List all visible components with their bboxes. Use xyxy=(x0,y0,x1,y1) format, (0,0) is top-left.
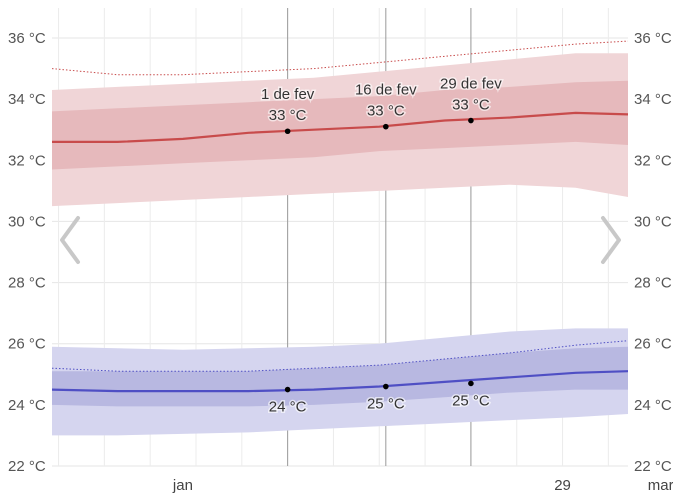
axis-ticks: 22 °C 22 °C 24 °C 24 °C 26 °C 26 °C 28 °C 28 °C… xyxy=(8,30,673,494)
high-avg-line xyxy=(52,111,629,143)
y-tick-right: 36 °C xyxy=(634,30,672,47)
annotation-date: 29 de fev xyxy=(440,76,502,93)
low-record-line xyxy=(51,340,629,372)
chevron-left-icon xyxy=(60,216,80,264)
y-tick-left: 30 °C xyxy=(8,213,46,230)
annotations: 1 de fev 33 °C 16 de fev 33 °C 29 de fev 33 °… xyxy=(259,74,503,417)
series-lines xyxy=(51,40,629,393)
annotation-value: 33 °C xyxy=(269,107,307,124)
annotation-point xyxy=(383,383,389,390)
y-tick-right: 34 °C xyxy=(634,91,672,108)
annotation-date: 16 de fev xyxy=(355,82,417,99)
annotation-point xyxy=(468,117,474,124)
low-avg-line xyxy=(51,370,629,393)
y-tick-right: 28 °C xyxy=(634,275,672,292)
annotation-value: 24 °C xyxy=(269,399,307,416)
annotation-value: 33 °C xyxy=(452,97,490,114)
y-tick-right: 22 °C xyxy=(634,458,672,475)
annotation-date: 1 de fev xyxy=(261,86,315,103)
high-band-p25-p75 xyxy=(52,80,628,170)
prev-button[interactable] xyxy=(52,210,88,270)
y-tick-right: 26 °C xyxy=(634,336,672,353)
y-tick-left: 26 °C xyxy=(8,336,46,353)
y-tick-left: 24 °C xyxy=(8,397,46,414)
x-tick-label: jan xyxy=(172,477,193,494)
x-tick-label: mar xyxy=(648,477,673,494)
annotation-point xyxy=(284,386,291,393)
annotation-value: 25 °C xyxy=(452,392,490,409)
next-button[interactable] xyxy=(592,210,628,270)
y-tick-right: 32 °C xyxy=(634,152,672,169)
y-tick-right: 30 °C xyxy=(634,213,672,230)
y-tick-left: 36 °C xyxy=(8,30,46,47)
annotation-value: 33 °C xyxy=(367,103,405,120)
annotation-point xyxy=(468,380,474,387)
annotation-point xyxy=(383,123,389,130)
chevron-right-icon xyxy=(601,216,621,264)
y-tick-left: 34 °C xyxy=(8,91,46,108)
y-tick-left: 28 °C xyxy=(8,275,46,292)
y-tick-left: 22 °C xyxy=(8,458,46,475)
x-tick-label: 29 xyxy=(554,477,571,494)
annotation-point xyxy=(284,128,291,135)
high-record-line xyxy=(51,40,629,76)
y-tick-left: 32 °C xyxy=(8,152,46,169)
y-tick-right: 24 °C xyxy=(634,397,672,414)
bands xyxy=(52,53,628,436)
annotation-value: 25 °C xyxy=(367,396,405,413)
